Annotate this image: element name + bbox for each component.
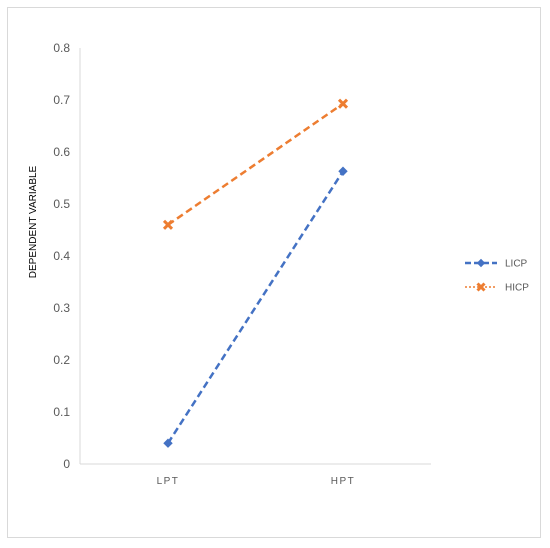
- series-group: [162, 98, 349, 448]
- y-tick-label: 0: [63, 457, 70, 471]
- series-hicp: [162, 98, 349, 230]
- data-point-x-marker: [162, 219, 174, 230]
- chart-frame: [7, 7, 541, 538]
- data-point-diamond-marker: [476, 258, 486, 268]
- data-point-diamond-marker: [338, 166, 348, 176]
- data-point-x-marker: [337, 98, 349, 109]
- x-tick-label: LPT: [157, 476, 180, 487]
- series-line-hicp: [167, 102, 344, 226]
- y-tick-label: 0.1: [53, 405, 70, 419]
- y-tick-label: 0.7: [53, 93, 70, 107]
- y-tick-label: 0.3: [53, 301, 70, 315]
- legend: LICP HICP: [465, 259, 529, 294]
- y-tick-label: 0.6: [53, 145, 70, 159]
- legend-label: HICP: [505, 283, 529, 294]
- y-tick-label: 0.5: [53, 197, 70, 211]
- legend-item-hicp: HICP: [465, 282, 529, 294]
- y-tick-labels: 0 0.1 0.2 0.3 0.4 0.5 0.6 0.7 0.8: [53, 41, 70, 471]
- y-tick-label: 0.8: [53, 41, 70, 55]
- y-tick-label: 0.4: [53, 249, 70, 263]
- y-axis-title: DEPENDENT VARIABLE: [28, 165, 39, 278]
- y-tick-label: 0.2: [53, 353, 70, 367]
- x-tick-labels: LPT HPT: [157, 476, 356, 487]
- series-licp: [163, 166, 348, 448]
- data-point-diamond-marker: [163, 438, 173, 448]
- data-point-x-marker: [476, 282, 486, 292]
- x-tick-label: HPT: [331, 476, 356, 487]
- axes: [79, 48, 431, 465]
- legend-item-licp: LICP: [465, 259, 528, 270]
- legend-label: LICP: [505, 259, 528, 270]
- series-line-licp: [166, 170, 345, 444]
